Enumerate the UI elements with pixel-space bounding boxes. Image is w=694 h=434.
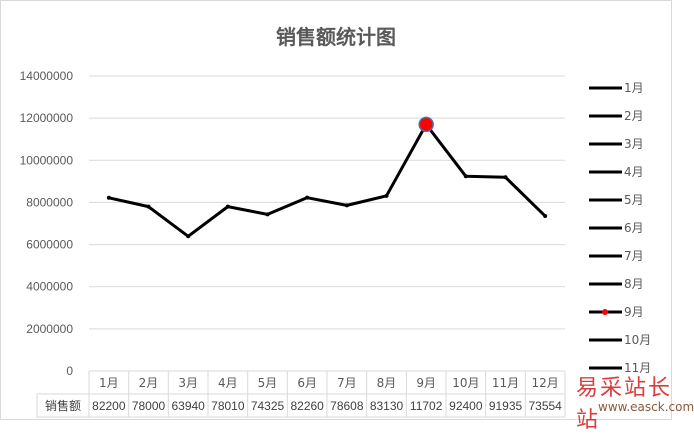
legend-label: 3月: [624, 137, 644, 151]
gridlines: [89, 75, 565, 372]
x-category-label: 10月: [452, 376, 479, 390]
x-category-label: 8月: [377, 376, 397, 390]
x-category-label: 6月: [297, 376, 317, 390]
legend-label: 7月: [624, 249, 644, 263]
x-category-label: 11月: [492, 376, 519, 390]
y-tick-label: 0: [66, 364, 73, 378]
data-point[interactable]: [225, 204, 230, 209]
table-row-label: 销售额: [45, 398, 81, 413]
table-cell: 91935: [489, 399, 523, 413]
data-point[interactable]: [186, 234, 191, 239]
x-category-label: 12月: [532, 376, 559, 390]
legend-label: 9月: [624, 305, 644, 319]
y-tick-label: 2000000: [26, 322, 73, 336]
y-tick-label: 14000000: [20, 69, 74, 83]
x-category-label: 5月: [258, 376, 278, 390]
series-lines: [106, 116, 548, 239]
data-point[interactable]: [503, 175, 508, 180]
data-point[interactable]: [106, 195, 111, 200]
y-tick-label: 4000000: [26, 280, 73, 294]
legend-label: 6月: [624, 221, 644, 235]
table-cell: 78000: [132, 399, 166, 413]
table-cell: 83130: [370, 399, 404, 413]
y-tick-label: 6000000: [26, 238, 73, 252]
y-tick-label: 10000000: [20, 153, 74, 167]
legend-label: 5月: [624, 193, 644, 207]
legend-label: 11月: [624, 361, 651, 375]
legend: 1月 2月 3月 4月 5月 6月 7月 8月 9月 10月 11月: [589, 81, 651, 375]
x-category-label: 9月: [416, 376, 436, 390]
table-cell: 11702: [410, 399, 443, 413]
table-cell: 78608: [330, 399, 364, 413]
x-category-label: 1月: [99, 376, 119, 390]
table-cell: 92400: [449, 399, 483, 413]
data-point[interactable]: [305, 195, 310, 200]
data-point[interactable]: [543, 214, 548, 219]
y-tick-label: 8000000: [26, 195, 73, 209]
table-cell: 73554: [528, 399, 562, 413]
legend-label: 4月: [624, 165, 644, 179]
data-point[interactable]: [146, 204, 151, 209]
data-point[interactable]: [344, 203, 349, 208]
legend-label: 2月: [624, 109, 644, 123]
table-cell: 82260: [290, 399, 324, 413]
x-category-label: 3月: [178, 376, 198, 390]
legend-label: 8月: [624, 277, 644, 291]
data-point[interactable]: [384, 193, 389, 198]
y-tick-label: 12000000: [20, 111, 74, 125]
chart-area[interactable]: [0, 0, 672, 420]
x-category-label: 7月: [337, 376, 357, 390]
table-cell: 74325: [251, 399, 285, 413]
table-cell: 82200: [92, 399, 126, 413]
data-point[interactable]: [463, 174, 468, 179]
highlighted-data-point[interactable]: [418, 116, 434, 133]
y-axis-tick-labels: 0 2000000 4000000 6000000 8000000 10000000 120…: [20, 69, 74, 378]
series-line[interactable]: [108, 122, 547, 238]
legend-label: 10月: [624, 333, 651, 347]
chart-title: 销售额统计图: [276, 25, 396, 49]
x-category-label: 2月: [139, 376, 159, 390]
x-category-label: 4月: [218, 376, 238, 390]
data-point[interactable]: [265, 212, 270, 217]
legend-marker: [602, 309, 608, 315]
table-cell: 63940: [171, 399, 205, 413]
legend-label: 1月: [624, 81, 644, 95]
table-cell: 78010: [211, 399, 245, 413]
